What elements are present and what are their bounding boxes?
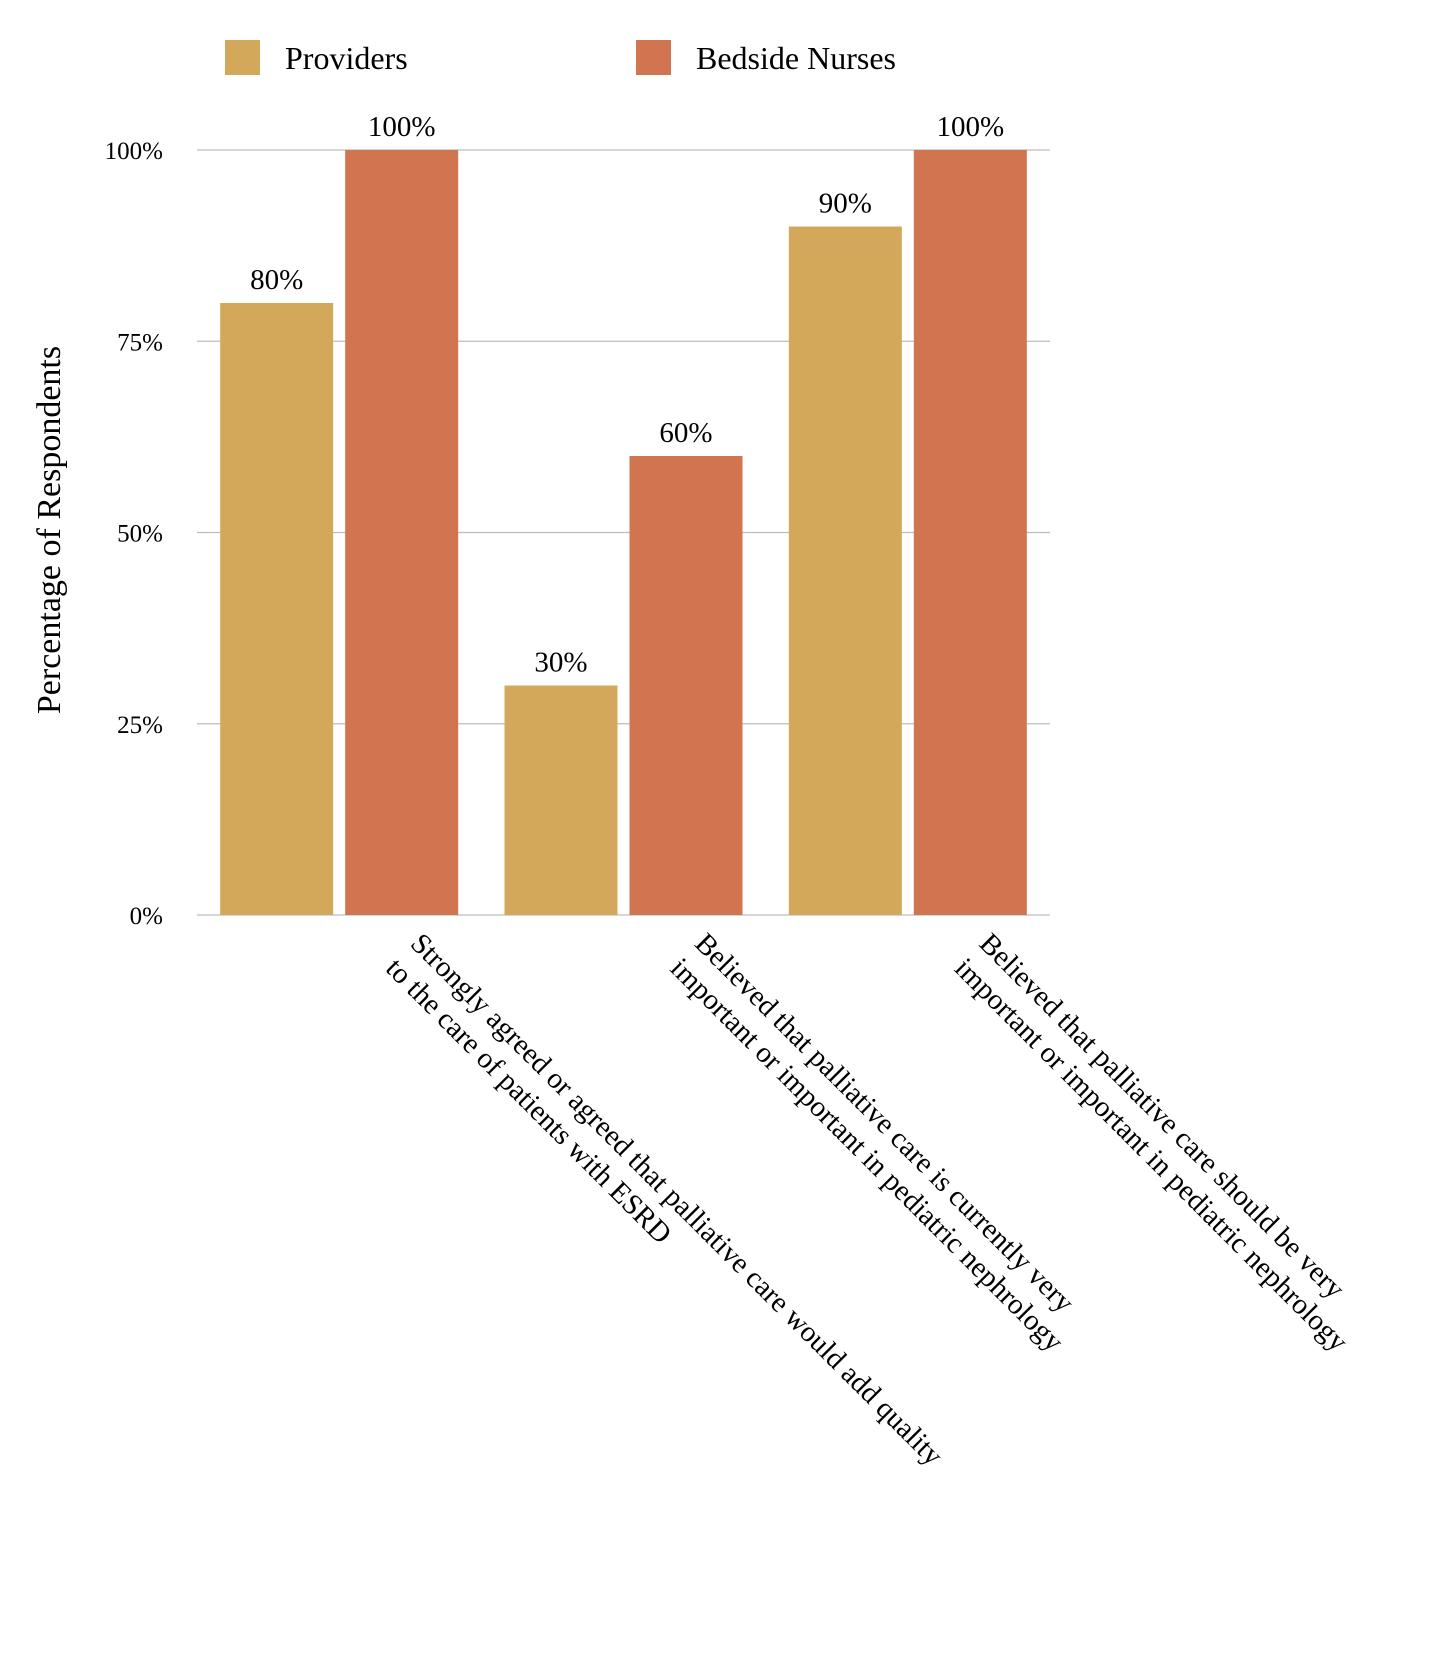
bar-bedside-nurses [913,150,1027,915]
legend-label: Providers [285,40,408,76]
bar-bedside-nurses [629,456,743,915]
y-axis-title: Percentage of Respondents [31,346,68,714]
y-tick-label: 25% [117,712,163,739]
category-labels: Strongly agreed or agreed that palliativ… [379,927,1354,1472]
y-axis-ticks: 0% 25% 50% 75% 100% [105,138,163,930]
data-label: 100% [936,111,1004,143]
x-category-label: Strongly agreed or agreed that palliativ… [379,927,949,1472]
data-label: 60% [659,417,712,449]
bar-providers [788,226,902,915]
data-label: 80% [250,264,303,296]
gridlines [197,149,1050,916]
data-labels: 80% 30% 90% 100% 60% 100% [250,111,1004,679]
bar-providers [504,685,618,915]
legend: Providers Bedside Nurses [225,40,896,76]
legend-label: Bedside Nurses [696,40,896,76]
legend-swatch [225,40,260,75]
bars [220,150,1027,915]
data-label: 100% [368,111,436,143]
y-tick-label: 0% [130,903,163,930]
y-tick-label: 50% [117,521,163,548]
y-tick-label: 75% [117,329,163,356]
x-category-label-line: Strongly agreed or agreed that palliativ… [404,927,949,1472]
data-label: 30% [534,647,587,679]
y-tick-label: 100% [105,138,163,165]
x-category-label-line: to the care of patients with ESRD [379,952,677,1250]
bar-providers [220,303,334,915]
bar-bedside-nurses [345,150,459,915]
data-label: 90% [819,188,872,220]
legend-swatch [636,40,671,75]
